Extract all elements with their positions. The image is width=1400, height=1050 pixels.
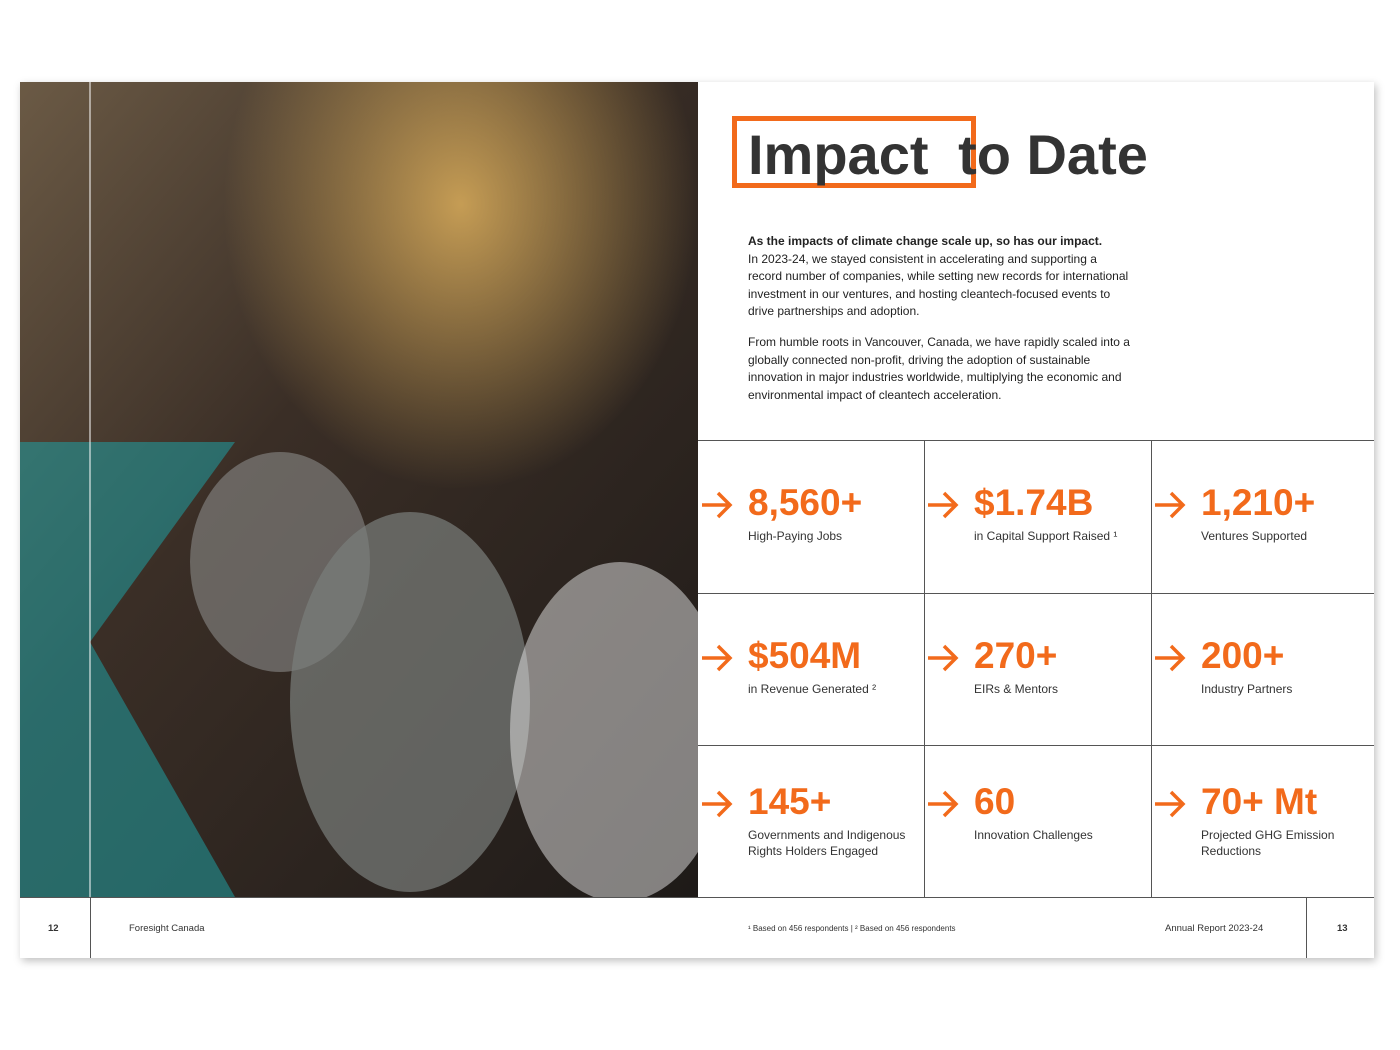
stat-value: 70+ Mt — [1201, 781, 1318, 822]
stat-value: 200+ — [1201, 635, 1285, 676]
arrow-icon — [1155, 644, 1186, 672]
arrow-icon — [702, 790, 733, 818]
footer-divider — [1306, 897, 1307, 958]
title-rest: to Date — [958, 123, 1148, 186]
stat-value: 8,560+ — [748, 482, 863, 523]
footnote: ¹ Based on 456 respondents | ² Based on … — [748, 924, 956, 933]
stat-value: $504M — [748, 635, 862, 676]
page-number: 12 — [48, 923, 59, 934]
footer-divider — [90, 897, 91, 958]
page-number: 13 — [1337, 923, 1348, 934]
arrow-icon — [928, 491, 959, 519]
grid-line — [698, 745, 1374, 746]
intro-paragraph: In 2023-24, we stayed consistent in acce… — [748, 251, 1129, 319]
grid-line — [924, 440, 925, 897]
stat-label: EIRs & Mentors — [974, 682, 1059, 696]
stat-label: Projected GHG Emission Reductions — [1201, 828, 1335, 858]
arrow-icon — [702, 644, 733, 672]
stat-label: Industry Partners — [1201, 682, 1293, 696]
stat-value: 60 — [974, 781, 1016, 822]
stat-value: $1.74B — [974, 482, 1094, 523]
stat-value: 145+ — [748, 781, 832, 822]
grid-line — [1151, 440, 1152, 897]
stat-label: in Capital Support Raised ¹ — [974, 529, 1118, 543]
title-highlight-box — [732, 116, 976, 188]
arrow-icon — [928, 644, 959, 672]
grid-line — [698, 440, 1374, 441]
title: Impact to Date — [748, 122, 1148, 187]
stat-value: 270+ — [974, 635, 1058, 676]
event-photo — [20, 82, 698, 897]
footer-text: Annual Report 2023-24 — [1165, 923, 1264, 934]
intro: As the impacts of climate change scale u… — [748, 233, 1133, 404]
intro-paragraph: From humble roots in Vancouver, Canada, … — [748, 334, 1130, 402]
arrow-icon — [928, 790, 959, 818]
stat-label: Ventures Supported — [1201, 529, 1308, 543]
stat-label: Governments and Indigenous Rights Holder… — [748, 828, 906, 858]
stat-value: 1,210+ — [1201, 482, 1316, 523]
footer-text: Foresight Canada — [129, 923, 205, 934]
title-highlight: Impact — [748, 123, 929, 186]
stat-label: Innovation Challenges — [974, 828, 1093, 842]
grid-line — [698, 593, 1374, 594]
arrow-icon — [702, 491, 733, 519]
grid-line — [20, 897, 1374, 898]
arrow-icon — [1155, 491, 1186, 519]
arrow-icon — [1155, 790, 1186, 818]
stat-label: in Revenue Generated ² — [748, 682, 877, 696]
stat-label: High-Paying Jobs — [748, 529, 843, 543]
intro-lead: As the impacts of climate change scale u… — [748, 234, 1103, 248]
